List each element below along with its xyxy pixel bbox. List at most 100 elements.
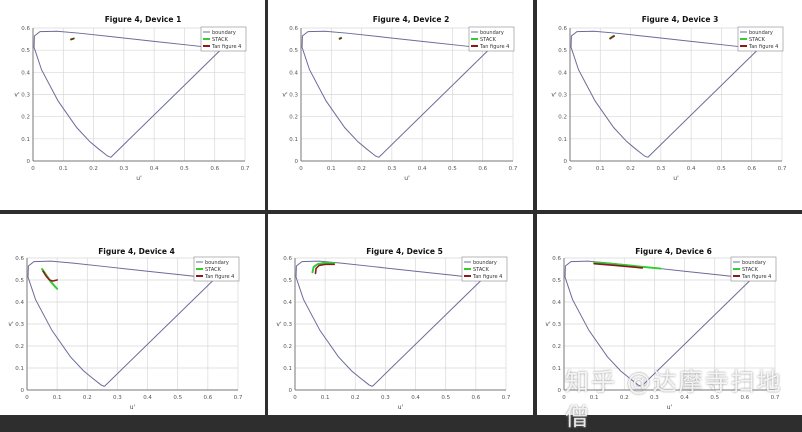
chart-svg: 0 0.1 0.2 0.3 0.4 0.5 0.6 0.7 0 0.1 0.2 0.3 0.4 0.5 0.… [14,15,250,182]
chart-svg: 0 0.1 0.2 0.3 0.4 0.5 0.6 0.7 0 0.1 0.2 0.3 0.4 0.5 0.… [545,247,780,411]
y-tick-label: 0.4 [21,70,30,76]
x-axis-label: u' [673,175,679,182]
x-tick-label: 0.3 [119,166,128,172]
x-tick-label: 0.1 [590,395,599,401]
y-tick-label: 0.4 [283,300,292,306]
legend-label: STACK [480,37,497,43]
legend-label: boundary [473,260,497,266]
y-tick-label: 0.5 [15,278,24,284]
y-axis-label: v' [276,321,282,328]
chart-svg: 0 0.1 0.2 0.3 0.4 0.5 0.6 0.7 0 0.1 0.2 0.3 0.4 0.5 0.… [276,247,511,411]
x-tick-label: 0.4 [143,395,152,401]
y-tick-label: 0.5 [558,48,567,54]
x-axis-label: u' [398,404,404,411]
y-axis-label: v' [8,321,14,328]
x-axis-label: u' [667,404,673,411]
x-tick-label: 0.7 [778,166,787,172]
x-tick-label: 0.4 [680,395,689,401]
chart-svg: 0 0.1 0.2 0.3 0.4 0.5 0.6 0.7 0 0.1 0.2 0.3 0.4 0.5 0.… [8,247,243,411]
x-tick-label: 0.6 [203,395,212,401]
y-tick-label: 0.3 [15,322,24,328]
x-axis-label: u' [136,175,142,182]
x-tick-label: 0 [31,166,35,172]
chart-panel-6: 0 0.1 0.2 0.3 0.4 0.5 0.6 0.7 0 0.1 0.2 0.3 0.4 0.5 0.… [537,214,802,415]
x-tick-label: 0.4 [411,395,420,401]
watermark: 知乎 @达摩寺扫地僧 [565,368,783,431]
chart-title: Figure 4, Device 4 [98,247,175,256]
y-tick-label: 0 [564,159,568,165]
chart-title: Figure 4, Device 5 [366,247,443,256]
legend-label: Tan figure 4 [479,44,509,50]
legend-label: STACK [742,267,759,273]
y-tick-label: 0.2 [289,115,298,121]
x-tick-label: 0.6 [740,395,749,401]
x-tick-label: 0.2 [626,166,635,172]
legend-label: Tan figure 4 [211,44,241,50]
legend-label: Tan figure 4 [204,274,234,280]
y-tick-label: 0 [289,388,293,394]
x-tick-label: 0.4 [687,166,696,172]
legend-label: Tan figure 4 [741,274,771,280]
x-tick-label: 0.2 [357,166,366,172]
y-tick-label: 0.6 [289,26,298,32]
y-tick-label: 0.6 [21,26,30,32]
x-tick-label: 0.7 [234,395,243,401]
x-tick-label: 0.2 [89,166,98,172]
x-tick-label: 0 [568,166,572,172]
y-axis-label: v' [551,92,557,99]
x-tick-label: 0.5 [173,395,182,401]
y-tick-label: 0.1 [558,137,567,143]
series-line-tan-figure-4 [338,37,343,40]
x-tick-label: 0.1 [59,166,68,172]
y-tick-label: 0.6 [552,256,561,262]
series-line-tan-figure-4 [314,263,335,275]
x-tick-label: 0.7 [502,395,511,401]
x-tick-label: 0.7 [241,166,250,172]
x-axis-label: u' [130,404,136,411]
boundary-line [301,30,491,158]
chart-panel-5: 0 0.1 0.2 0.3 0.4 0.5 0.6 0.7 0 0.1 0.2 0.3 0.4 0.5 0.… [268,214,533,415]
chart-panel-2: 0 0.1 0.2 0.3 0.4 0.5 0.6 0.7 0 0.1 0.2 0.3 0.4 0.5 0.… [268,0,533,210]
x-tick-label: 0.5 [717,166,726,172]
y-tick-label: 0.4 [15,300,24,306]
x-axis-label: u' [404,175,410,182]
chart-title: Figure 4, Device 3 [642,15,719,24]
y-axis-label: v' [282,92,288,99]
y-tick-label: 0 [295,159,299,165]
chart-title: Figure 4, Device 1 [105,15,182,24]
x-tick-label: 0.7 [771,395,780,401]
boundary-line [564,260,754,387]
x-tick-label: 0.3 [381,395,390,401]
legend-label: STACK [205,267,222,273]
x-tick-label: 0.3 [650,395,659,401]
series-line-tan-figure-4 [609,35,616,40]
series-line-stack [311,262,336,274]
x-tick-label: 0 [299,166,303,172]
legend-label: boundary [480,30,504,36]
y-tick-label: 0.3 [21,93,30,99]
x-tick-label: 0 [293,395,297,401]
y-tick-label: 0.1 [283,366,292,372]
x-tick-label: 0.5 [180,166,189,172]
y-tick-label: 0 [558,388,562,394]
x-tick-label: 0.6 [471,395,480,401]
x-tick-label: 0.3 [656,166,665,172]
y-tick-label: 0.3 [289,93,298,99]
y-axis-label: v' [545,321,551,328]
legend-label: Tan figure 4 [748,44,778,50]
y-tick-label: 0.6 [15,256,24,262]
y-tick-label: 0.2 [15,344,24,350]
legend-label: boundary [742,260,766,266]
chart-svg: 0 0.1 0.2 0.3 0.4 0.5 0.6 0.7 0 0.1 0.2 0.3 0.4 0.5 0.… [551,15,787,182]
y-tick-label: 0.3 [558,93,567,99]
y-tick-label: 0.5 [283,278,292,284]
x-tick-label: 0.2 [620,395,629,401]
x-tick-label: 0 [562,395,566,401]
y-tick-label: 0.2 [283,344,292,350]
x-tick-label: 0.4 [418,166,427,172]
y-tick-label: 0.3 [283,322,292,328]
x-tick-label: 0.1 [327,166,336,172]
y-tick-label: 0.4 [558,70,567,76]
boundary-line [570,30,760,158]
x-tick-label: 0.4 [150,166,159,172]
